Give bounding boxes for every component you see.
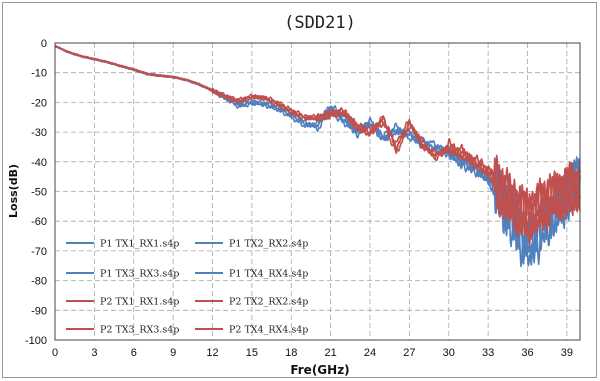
y-tick-label: -60 <box>31 216 47 228</box>
x-tick-label: 39 <box>561 347 573 359</box>
legend-entry-4: P1 TX4_RX4.s4p <box>195 269 308 280</box>
y-axis-label: Loss(dB) <box>7 164 20 218</box>
x-tick-label: 6 <box>131 347 137 359</box>
y-tick-label: -40 <box>31 157 47 169</box>
legend-label: P2 TX3_RX3.s4p <box>100 325 179 336</box>
x-tick-label: 3 <box>91 347 97 359</box>
legend-entry-6: P2 TX2_RX2.s4p <box>195 297 308 308</box>
x-tick-label: 21 <box>325 347 337 359</box>
legend: P1 TX1_RX1.s4p P1 TX2_RX2.s4p P1 TX3_RX3.s… <box>66 239 308 336</box>
y-tick-label: -50 <box>31 187 47 199</box>
y-tick-labels: 0 -10 -20 -30 -40 -50 -60 -70 -80 -90 -100 <box>25 38 47 347</box>
y-tick-label: -30 <box>31 127 47 139</box>
legend-entry-3: P1 TX3_RX3.s4p <box>66 269 179 280</box>
y-tick-label: 0 <box>41 38 47 50</box>
legend-entry-2: P1 TX2_RX2.s4p <box>195 239 308 250</box>
sdd21-chart: (SDD21) 0 -10 -20 -30 -40 -50 -60 -70 -80 -90 -100… <box>7 13 581 377</box>
y-tick-label: -100 <box>25 335 47 347</box>
x-tick-label: 18 <box>285 347 297 359</box>
series-line-8 <box>54 45 581 238</box>
legend-label: P1 TX2_RX2.s4p <box>229 239 308 250</box>
legend-label: P2 TX4_RX4.s4p <box>229 325 308 336</box>
legend-entry-1: P1 TX1_RX1.s4p <box>66 239 179 250</box>
x-axis-label: Fre(GHz) <box>290 363 349 377</box>
legend-label: P1 TX1_RX1.s4p <box>100 239 179 250</box>
series-layer <box>54 44 581 268</box>
x-tick-label: 9 <box>170 347 176 359</box>
x-tick-label: 33 <box>482 347 494 359</box>
x-tick-label: 30 <box>443 347 455 359</box>
x-tick-label: 15 <box>246 347 258 359</box>
y-tick-label: -80 <box>31 276 47 288</box>
chart-frame: (SDD21) 0 -10 -20 -30 -40 -50 -60 -70 -80 -90 -100… <box>2 2 597 378</box>
legend-label: P2 TX2_RX2.s4p <box>229 297 308 308</box>
legend-label: P1 TX3_RX3.s4p <box>100 269 179 280</box>
x-tick-label: 0 <box>52 347 58 359</box>
x-tick-label: 12 <box>206 347 218 359</box>
y-tick-label: -10 <box>31 68 47 80</box>
legend-entry-8: P2 TX4_RX4.s4p <box>195 325 308 336</box>
x-tick-label: 24 <box>364 347 376 359</box>
x-tick-label: 36 <box>521 347 533 359</box>
x-tick-label: 27 <box>403 347 415 359</box>
y-tick-label: -90 <box>31 305 47 317</box>
chart-title: (SDD21) <box>284 13 356 33</box>
plot-border <box>54 42 581 341</box>
y-tick-label: -20 <box>31 97 47 109</box>
legend-entry-5: P2 TX1_RX1.s4p <box>66 297 179 308</box>
legend-label: P1 TX4_RX4.s4p <box>229 269 308 280</box>
x-tick-labels: 0 3 6 9 12 15 18 21 24 27 30 33 36 39 <box>52 347 573 359</box>
y-tick-label: -70 <box>31 246 47 258</box>
legend-label: P2 TX1_RX1.s4p <box>100 297 179 308</box>
legend-entry-7: P2 TX3_RX3.s4p <box>66 325 179 336</box>
